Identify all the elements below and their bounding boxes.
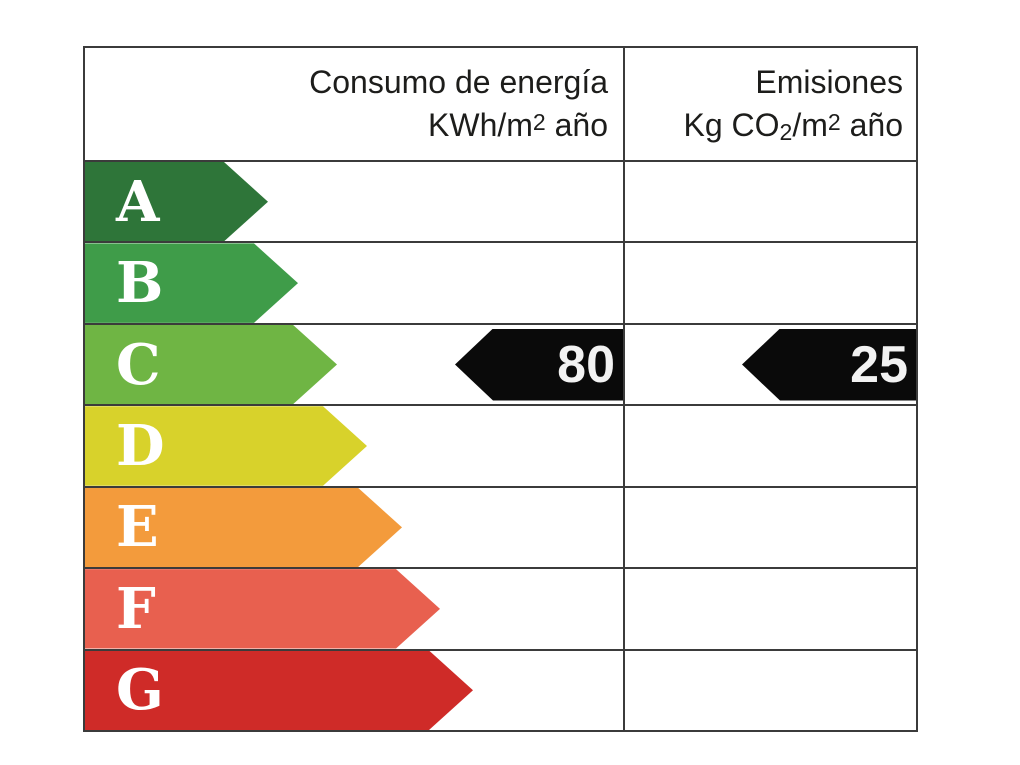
column-divider (623, 487, 625, 568)
rating-bar-c: C (85, 325, 337, 404)
rating-row-c: C 80 25 (85, 322, 916, 405)
rating-bar-e: E (85, 488, 402, 567)
rating-row-f: F (85, 567, 916, 649)
rating-letter: C (116, 331, 161, 398)
rating-bar-b: B (85, 243, 298, 322)
header-emisiones-line2: Kg CO2/m2 año (683, 107, 903, 146)
emisiones-value: 25 (850, 335, 908, 394)
rating-bar-f: F (85, 569, 440, 648)
column-divider (623, 162, 625, 242)
column-divider (623, 569, 625, 649)
rating-bar-d: D (85, 406, 367, 485)
rating-letter: D (116, 412, 165, 479)
column-divider (623, 324, 625, 405)
header-consumo: Consumo de energía KWh/m2 año (85, 48, 625, 160)
rating-letter: G (116, 657, 164, 724)
emisiones-value-arrow: 25 (742, 328, 916, 401)
rating-row-g: G (85, 648, 916, 730)
header-consumo-line2: KWh/m2 año (428, 107, 608, 143)
rating-row-e: E (85, 485, 916, 568)
rating-letter: F (116, 575, 156, 642)
consumo-value: 80 (557, 335, 615, 394)
column-divider (623, 243, 625, 323)
co2-subscript: 2 (779, 119, 793, 146)
rating-row-d: D (85, 404, 916, 486)
rating-table: Consumo de energía KWh/m2 año Emisiones … (83, 46, 918, 732)
rating-letter: A (116, 168, 160, 235)
m2-exponent: 2 (532, 108, 546, 135)
rating-bar-a: A (85, 162, 268, 241)
consumo-value-arrow: 80 (455, 328, 623, 401)
header-consumo-line1: Consumo de energía (309, 64, 608, 100)
rating-row-a: A (85, 160, 916, 242)
rating-bar-g: G (85, 651, 473, 730)
rating-letter: B (116, 250, 164, 317)
header-emisiones: Emisiones Kg CO2/m2 año (625, 48, 916, 160)
table-header: Consumo de energía KWh/m2 año Emisiones … (85, 48, 916, 160)
column-divider (623, 406, 625, 486)
column-divider (623, 650, 625, 730)
rating-row-b: B (85, 241, 916, 323)
rating-letter: E (116, 494, 159, 561)
rating-rows: A B C 80 25 D E F G (85, 160, 916, 730)
header-emisiones-line1: Emisiones (755, 64, 903, 100)
m2-exponent: 2 (827, 108, 841, 135)
